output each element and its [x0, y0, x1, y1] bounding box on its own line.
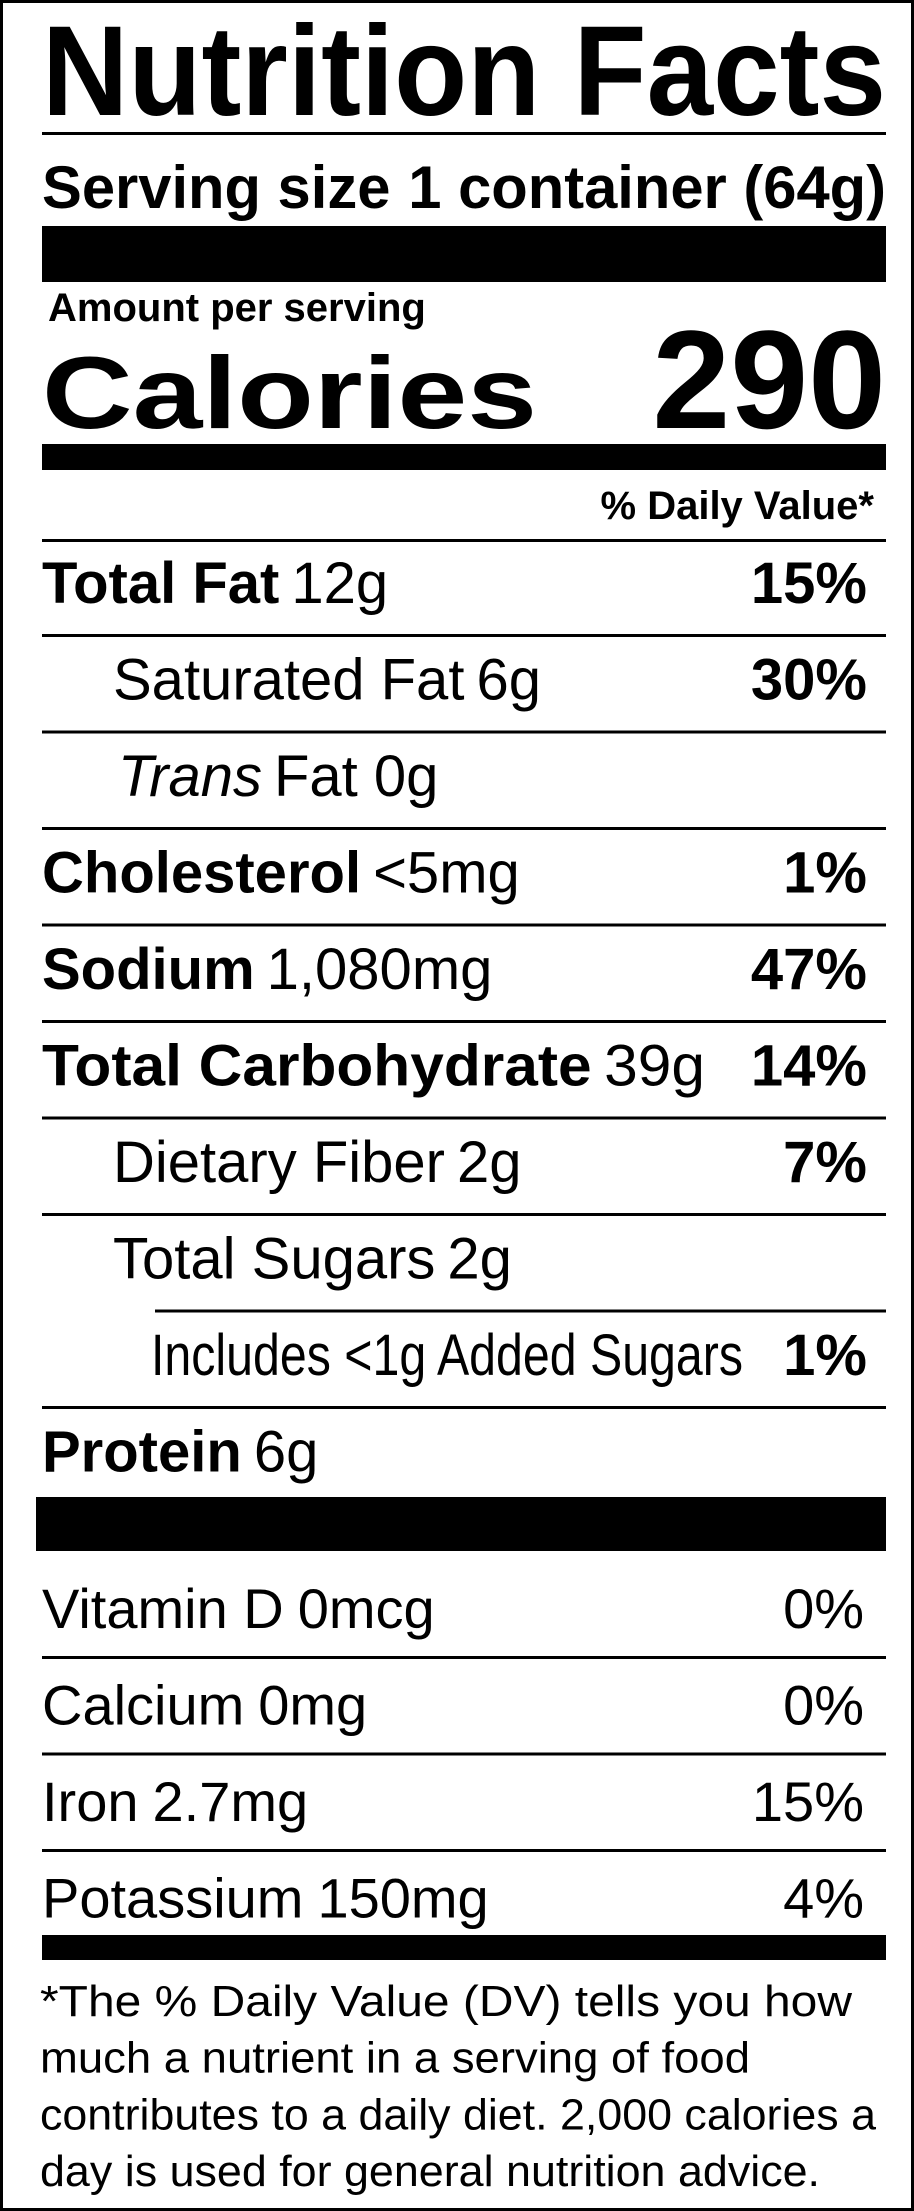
- nutrient-name: Total Carbohydrate: [42, 1034, 592, 1099]
- vitamin-amount: 150mg: [317, 1867, 488, 1930]
- nutrient-amount: Fat 0g: [274, 744, 438, 809]
- medium-bar: [42, 1935, 886, 1960]
- nutrient-amount: <5mg: [373, 841, 520, 906]
- vitamin-row: Potassium 150mg: [42, 1867, 489, 1930]
- nutrient-row: Total Sugars 2g: [113, 1227, 512, 1292]
- vitamin-dv: 0%: [783, 1674, 864, 1737]
- nutrient-row: Protein 6g: [42, 1420, 318, 1485]
- nutrient-dv: 14%: [751, 1034, 867, 1099]
- nutrient-row: Total Carbohydrate 39g: [42, 1034, 705, 1099]
- nutrient-dv: 47%: [751, 937, 867, 1002]
- footnote-line: day is used for general nutrition advice…: [40, 2147, 820, 2196]
- nutrient-name: Saturated Fat: [113, 648, 464, 713]
- vitamin-row: Iron 2.7mg: [42, 1770, 308, 1833]
- rule: [42, 1406, 886, 1409]
- nutrient-row: Sodium 1,080mg: [42, 937, 492, 1002]
- vitamin-dv: 15%: [752, 1770, 864, 1833]
- nutrient-name: Includes <1g Added Sugars: [151, 1323, 743, 1388]
- vitamin-row: Vitamin D 0mcg: [42, 1577, 435, 1640]
- amount-per-serving: Amount per serving: [48, 286, 426, 330]
- nutrient-amount: 12g: [291, 551, 388, 616]
- nutrient-amount: 6g: [254, 1420, 319, 1485]
- nutrient-dv: 1%: [783, 841, 867, 906]
- nutrient-row: Includes <1g Added Sugars: [151, 1323, 743, 1388]
- rule: [42, 827, 886, 830]
- vitamin-name: Potassium: [42, 1867, 303, 1930]
- nutrient-name: Protein: [42, 1420, 242, 1485]
- title: Nutrition Facts: [42, 0, 886, 143]
- footnote-line: contributes to a daily diet. 2,000 calor…: [40, 2090, 877, 2139]
- vitamin-amount: 0mg: [258, 1674, 367, 1737]
- nutrient-dv: 7%: [783, 1130, 867, 1195]
- rule: [155, 1309, 886, 1313]
- nutrient-name: Trans: [118, 744, 262, 809]
- serving-label: Serving size: [42, 154, 390, 221]
- nutrient-amount: 2g: [447, 1227, 512, 1292]
- nutrient-dv: 30%: [751, 648, 867, 713]
- medium-bar: [42, 444, 886, 470]
- nutrient-name: Cholesterol: [42, 841, 361, 906]
- nutrient-amount: 2g: [457, 1130, 522, 1195]
- rule: [42, 132, 886, 135]
- rule: [42, 539, 886, 542]
- thick-bar: [42, 226, 886, 282]
- nutrient-row: Cholesterol <5mg: [42, 841, 520, 906]
- footnote-line: much a nutrient in a serving of food: [40, 2034, 750, 2083]
- rule: [42, 1752, 886, 1756]
- nutrient-name: Total Fat: [42, 551, 279, 616]
- nutrient-dv: 15%: [751, 551, 867, 616]
- vitamin-amount: 0mcg: [298, 1577, 435, 1640]
- rule: [42, 1213, 886, 1216]
- thick-bar: [36, 1497, 886, 1551]
- nutrient-row: Dietary Fiber 2g: [113, 1130, 522, 1195]
- vitamin-row: Calcium 0mg: [42, 1674, 367, 1737]
- vitamin-name: Vitamin D: [42, 1577, 284, 1640]
- nutrient-row: Trans Fat 0g: [118, 744, 438, 809]
- nutrient-amount: 6g: [476, 648, 541, 713]
- vitamin-dv: 4%: [783, 1867, 864, 1930]
- rule: [42, 923, 886, 927]
- nutrient-name: Sodium: [42, 937, 255, 1002]
- rule: [42, 1020, 886, 1023]
- footnote-line: *The % Daily Value (DV) tells you how: [40, 1977, 852, 2026]
- serving-amount: 1 container (64g): [408, 154, 886, 221]
- nutrient-row: Saturated Fat 6g: [113, 648, 541, 713]
- serving-size: Serving size 1 container (64g): [42, 154, 886, 221]
- daily-value-header: % Daily Value*: [601, 484, 875, 528]
- nutrient-amount: 1,080mg: [267, 937, 493, 1002]
- rule: [42, 730, 886, 734]
- nutrient-dv: 1%: [783, 1323, 867, 1388]
- vitamin-dv: 0%: [783, 1577, 864, 1640]
- rule: [42, 1116, 886, 1120]
- rule: [42, 1656, 886, 1659]
- rule: [42, 634, 886, 637]
- calories-value: 290: [652, 301, 886, 458]
- rule: [42, 1849, 886, 1852]
- vitamin-name: Calcium: [42, 1674, 244, 1737]
- nutrient-name: Dietary Fiber: [113, 1130, 445, 1195]
- vitamin-amount: 2.7mg: [153, 1770, 309, 1833]
- calories-label: Calories: [42, 336, 537, 450]
- nutrient-amount: 39g: [604, 1034, 705, 1099]
- vitamin-name: Iron: [42, 1770, 139, 1833]
- nutrient-row: Total Fat 12g: [42, 551, 388, 616]
- nutrient-name: Total Sugars: [113, 1227, 435, 1292]
